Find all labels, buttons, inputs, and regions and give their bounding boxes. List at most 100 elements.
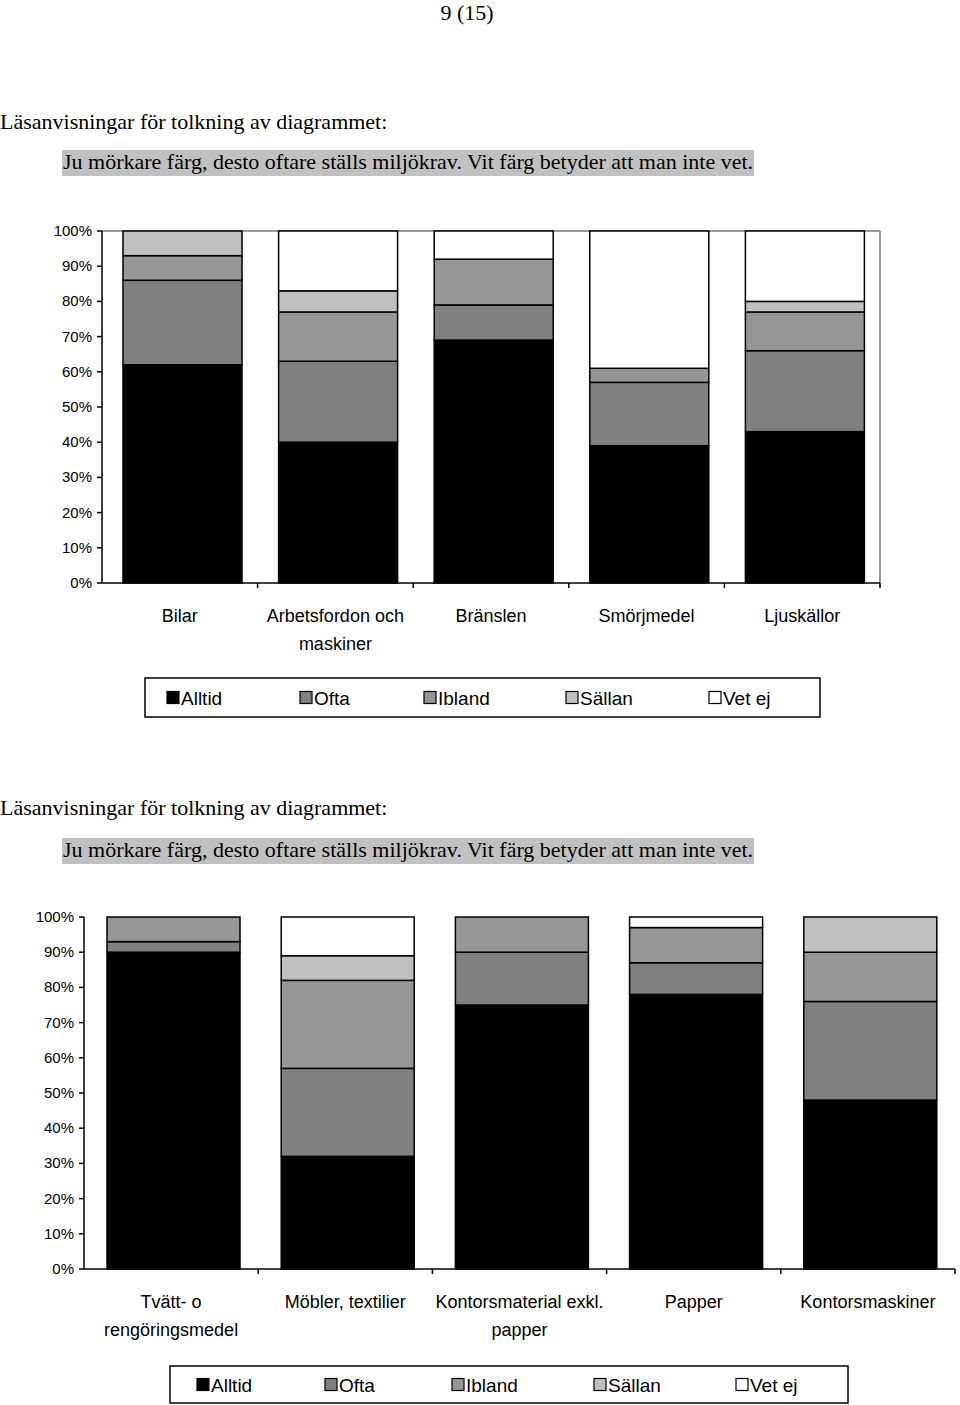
bar-segment — [630, 928, 763, 963]
bar-segment — [745, 301, 864, 312]
x-axis — [102, 582, 880, 584]
y-tick-label: 80% — [44, 978, 74, 995]
page-number: 9 (15) — [440, 0, 493, 25]
y-tick — [97, 441, 102, 443]
legend-swatch — [300, 692, 312, 704]
bar-segment — [107, 916, 240, 918]
legend-swatch — [325, 1379, 337, 1391]
x-tick — [879, 583, 881, 588]
plot-frame — [879, 231, 881, 583]
y-tick-label: 50% — [44, 1084, 74, 1101]
bar-segment — [630, 963, 763, 995]
y-tick-label: 10% — [44, 1225, 74, 1242]
y-tick — [97, 336, 102, 338]
category-line: Smörjmedel — [599, 606, 695, 626]
legend-box — [145, 678, 820, 717]
x-tick — [257, 583, 259, 588]
x-tick — [568, 583, 570, 588]
bar-segment — [630, 994, 763, 1269]
y-tick-label: 90% — [62, 257, 92, 274]
y-tick — [97, 477, 102, 479]
x-tick — [412, 583, 414, 588]
bar-segment — [123, 280, 242, 364]
y-tick — [79, 1022, 84, 1024]
category-line: papper — [491, 1320, 547, 1340]
legend-label: Ibland — [466, 1375, 518, 1396]
bar-segment — [745, 312, 864, 351]
x-tick — [257, 1269, 259, 1274]
x-tick — [724, 583, 726, 588]
category-line: Kontorsmaterial exkl. — [435, 1292, 603, 1312]
y-tick-label: 40% — [62, 433, 92, 450]
category-line: Bilar — [162, 606, 198, 626]
y-tick-label: 0% — [52, 1260, 74, 1277]
legend-label: Ofta — [339, 1375, 375, 1396]
y-tick — [97, 406, 102, 408]
bar-segment — [434, 231, 553, 259]
bar-segment — [455, 917, 588, 952]
bar-segment — [434, 259, 553, 305]
bar-segment — [123, 256, 242, 281]
bar-segment — [279, 361, 398, 442]
subtitle: Ju mörkare färg, desto oftare ställs mil… — [63, 837, 753, 862]
legend-swatch — [709, 692, 721, 704]
category-label: Papper — [665, 1292, 723, 1312]
legend-swatch — [452, 1379, 464, 1391]
legend-swatch — [594, 1379, 606, 1391]
y-tick — [79, 1057, 84, 1059]
bars — [123, 231, 864, 583]
chart: Läsanvisningar för tolkning av diagramme… — [0, 795, 955, 1403]
y-tick — [97, 547, 102, 549]
x-tick — [954, 1269, 956, 1274]
bar-segment — [123, 231, 242, 256]
category-line: Ljuskällor — [764, 606, 840, 626]
y-tick — [97, 301, 102, 303]
bar-segment — [281, 1068, 414, 1156]
legend-swatch — [167, 692, 179, 704]
category-label: Bilar — [162, 606, 198, 626]
y-tick — [79, 1127, 84, 1129]
category-label: Kontorsmaterial exkl. papper — [435, 1292, 603, 1340]
category-label: Möbler, textilier — [285, 1292, 406, 1312]
y-tick — [97, 265, 102, 267]
legend-swatch — [566, 692, 578, 704]
x-tick — [606, 1269, 608, 1274]
legend-label: Vet ej — [750, 1375, 798, 1396]
y-tick-label: 10% — [62, 539, 92, 556]
legend-label: Ofta — [314, 688, 350, 709]
legend-box — [170, 1366, 848, 1403]
legend-label: Alltid — [181, 688, 222, 709]
x-tick — [432, 1269, 434, 1274]
bar-segment — [804, 1100, 937, 1269]
bar-segment — [745, 231, 864, 301]
category-line: maskiner — [299, 634, 372, 654]
legend-label: Sällan — [608, 1375, 661, 1396]
bar-segment — [804, 916, 937, 918]
y-tick-label: 50% — [62, 398, 92, 415]
y-tick-label: 80% — [62, 292, 92, 309]
y-tick-label: 60% — [44, 1049, 74, 1066]
bar-segment — [281, 1156, 414, 1269]
y-tick-label: 90% — [44, 943, 74, 960]
y-tick — [79, 987, 84, 989]
bar-segment — [804, 952, 937, 1001]
y-tick-label: 70% — [44, 1014, 74, 1031]
y-tick-label: 60% — [62, 363, 92, 380]
title: Läsanvisningar för tolkning av diagramme… — [0, 795, 387, 820]
category-label: Ljuskällor — [764, 606, 840, 626]
bar-segment — [281, 980, 414, 1068]
bar-segment — [107, 942, 240, 953]
bar-segment — [590, 368, 709, 382]
bar-segment — [455, 916, 588, 918]
y-tick — [79, 916, 84, 918]
bar-segment — [745, 351, 864, 432]
legend-label: Vet ej — [723, 688, 771, 709]
y-tick — [79, 951, 84, 953]
page: 9 (15) Läsanvisningar för tolkning av dia… — [0, 0, 960, 1405]
bar-segment — [279, 291, 398, 312]
category-label: Kontorsmaskiner — [800, 1292, 935, 1312]
bar-segment — [279, 312, 398, 361]
bars — [107, 917, 937, 1269]
chart: Läsanvisningar för tolkning av diagramme… — [0, 109, 880, 717]
category-line: Papper — [665, 1292, 723, 1312]
